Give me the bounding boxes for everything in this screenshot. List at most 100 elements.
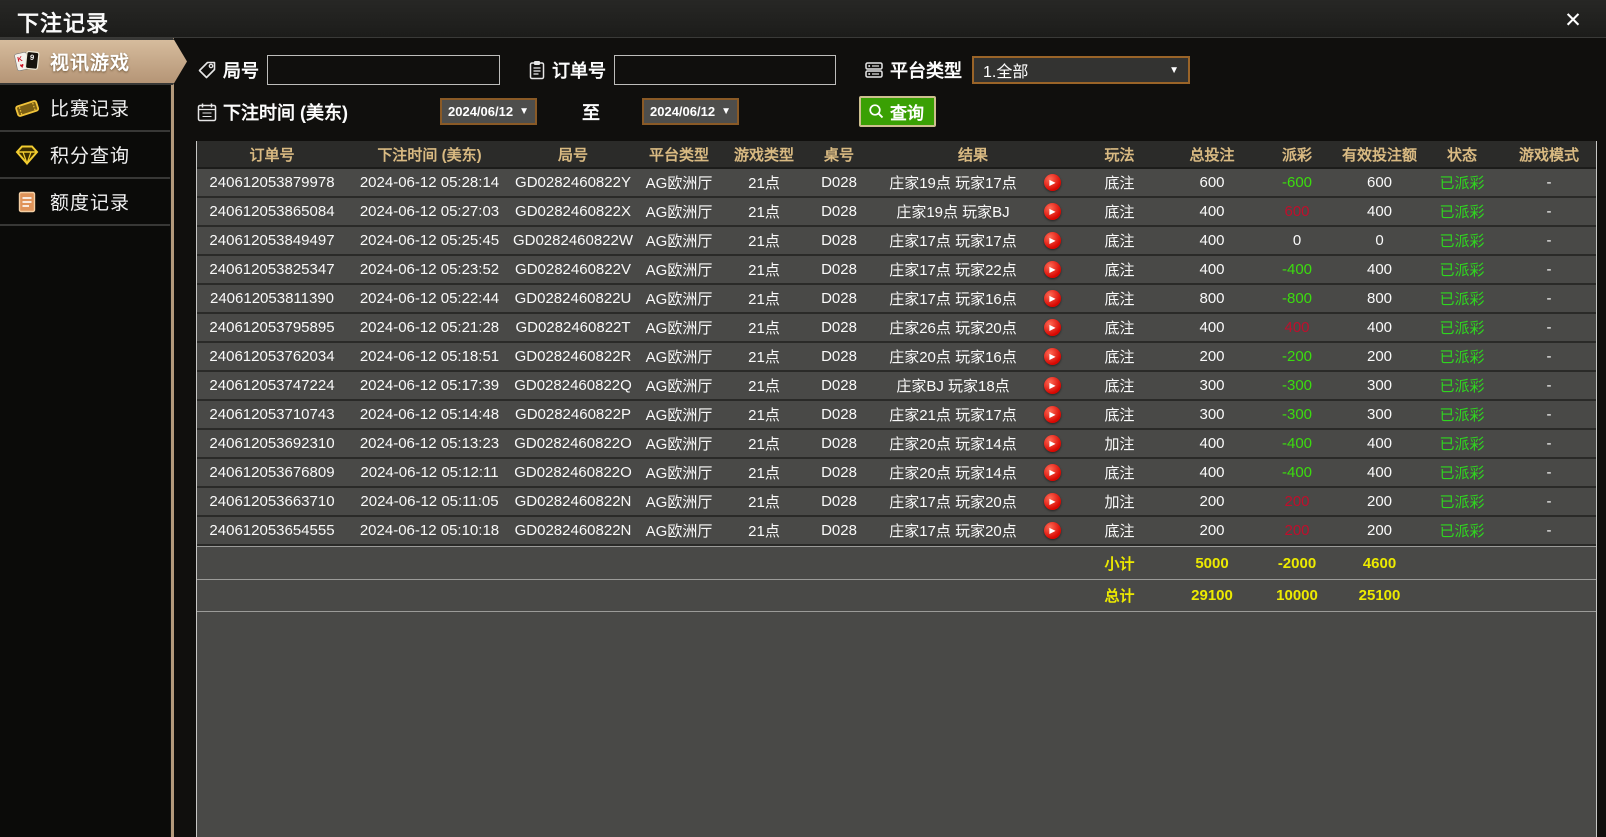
table-number-cell: D028	[821, 261, 857, 278]
search-icon	[867, 102, 886, 121]
table-row: 240612053825347 2024-06-12 05:23:52 GD02…	[197, 256, 1596, 285]
bet-time-cell: 2024-06-12 05:28:14	[359, 174, 500, 191]
chevron-down-icon: ▼	[1169, 64, 1179, 76]
round-number-input[interactable]	[267, 55, 500, 85]
platform-type-label-group: 平台类型	[863, 57, 962, 83]
sidebar-item-video-games[interactable]: K ♥ 9 视讯游戏	[0, 38, 187, 85]
game-mode-cell: -	[1546, 232, 1552, 249]
play-icon: ▶	[1049, 409, 1056, 419]
round-number-cell: GD0282460822N	[514, 522, 632, 539]
round-number-cell: GD0282460822U	[514, 290, 632, 307]
close-icon[interactable]: ✕	[1564, 9, 1582, 32]
play-type-cell: 底注	[1104, 465, 1135, 482]
date-from-select[interactable]: 2024/06/12 ▼	[440, 98, 537, 125]
result-cell: 庄家20点 玩家14点	[889, 465, 1017, 482]
main-panel: 局号 订单号	[174, 38, 1606, 837]
total-bet-cell: 300	[1199, 377, 1225, 394]
play-video-button[interactable]: ▶	[1043, 203, 1061, 220]
payout-cell: 200	[1284, 522, 1310, 539]
game-type-cell: 21点	[748, 349, 780, 366]
sidebar-item-quota-records[interactable]: 额度记录	[0, 179, 170, 226]
titlebar: 下注记录 ✕	[0, 0, 1606, 38]
play-icon: ▶	[1049, 322, 1056, 332]
play-icon: ▶	[1049, 438, 1056, 448]
status-cell: 已派彩	[1439, 436, 1485, 453]
play-icon: ▶	[1049, 177, 1056, 187]
valid-bet-cell: 200	[1366, 348, 1393, 365]
sidebar-accent-line	[171, 38, 174, 837]
play-video-button[interactable]: ▶	[1043, 493, 1061, 510]
table-header-row: 订单号 下注时间 (美东) 局号 平台类型 游戏类型 桌号 结果 玩法 总投注 派彩 有效投注额 状态…	[197, 141, 1596, 169]
play-video-button[interactable]: ▶	[1043, 435, 1061, 452]
chevron-down-icon: ▼	[519, 106, 529, 117]
payout-cell: -300	[1281, 406, 1313, 423]
play-video-button[interactable]: ▶	[1043, 406, 1061, 423]
sidebar-item-points-query[interactable]: 积分查询	[0, 132, 170, 179]
subtotal-payout: -2000	[1277, 554, 1317, 572]
table-number-cell: D028	[821, 406, 857, 423]
payout-cell: 600	[1284, 203, 1310, 220]
play-video-button[interactable]: ▶	[1043, 319, 1061, 336]
table-number-cell: D028	[821, 493, 857, 510]
play-video-button[interactable]: ▶	[1043, 174, 1061, 191]
order-number-cell: 240612053654555	[209, 522, 335, 539]
total-bet-cell: 300	[1199, 406, 1225, 423]
platform-cell: AG欧洲厅	[645, 523, 713, 540]
round-number-cell: GD0282460822Q	[514, 377, 632, 394]
status-cell: 已派彩	[1439, 262, 1485, 279]
platform-type-select[interactable]: 1.全部 ▼	[972, 56, 1190, 84]
result-cell: 庄家17点 玩家20点	[889, 494, 1017, 511]
payout-cell: -400	[1281, 435, 1313, 452]
play-video-button[interactable]: ▶	[1043, 377, 1061, 394]
order-number-input[interactable]	[614, 55, 836, 85]
table-number-cell: D028	[821, 174, 857, 191]
play-video-button[interactable]: ▶	[1043, 261, 1061, 278]
sidebar-item-match-records[interactable]: 比赛记录	[0, 85, 170, 132]
play-video-button[interactable]: ▶	[1043, 290, 1061, 307]
round-number-cell: GD0282460822X	[515, 203, 631, 220]
order-number-cell: 240612053762034	[209, 348, 335, 365]
clipboard-icon	[527, 59, 547, 81]
game-mode-cell: -	[1546, 377, 1552, 394]
platform-cell: AG欧洲厅	[645, 291, 713, 308]
platform-cell: AG欧洲厅	[645, 233, 713, 250]
filter-bar: 局号 订单号	[174, 38, 1606, 141]
play-icon: ▶	[1049, 293, 1056, 303]
order-number-cell: 240612053865084	[209, 203, 335, 220]
table-number-cell: D028	[821, 290, 857, 307]
search-button[interactable]: 查询	[859, 96, 936, 127]
table-row: 240612053811390 2024-06-12 05:22:44 GD02…	[197, 285, 1596, 314]
valid-bet-cell: 0	[1375, 232, 1384, 249]
valid-bet-cell: 300	[1366, 377, 1393, 394]
total-bet-cell: 200	[1199, 493, 1225, 510]
play-video-button[interactable]: ▶	[1043, 522, 1061, 539]
game-type-cell: 21点	[748, 320, 780, 337]
play-icon: ▶	[1049, 467, 1056, 477]
column-header: 游戏类型	[733, 146, 794, 164]
bet-time-cell: 2024-06-12 05:13:23	[359, 435, 500, 452]
play-video-button[interactable]: ▶	[1043, 232, 1061, 249]
bet-time-cell: 2024-06-12 05:12:11	[360, 464, 499, 481]
game-mode-cell: -	[1546, 493, 1552, 510]
date-to-label: 至	[582, 102, 600, 123]
order-number-cell: 240612053676809	[209, 464, 335, 481]
platform-cell: AG欧洲厅	[645, 349, 713, 366]
column-header: 玩法	[1104, 146, 1135, 164]
game-type-cell: 21点	[748, 407, 780, 424]
payout-cell: -400	[1281, 464, 1313, 481]
payout-cell: -300	[1281, 377, 1313, 394]
game-mode-cell: -	[1546, 435, 1552, 452]
bet-time-cell: 2024-06-12 05:27:03	[359, 203, 500, 220]
date-to-select[interactable]: 2024/06/12 ▼	[642, 98, 739, 125]
valid-bet-cell: 400	[1366, 319, 1393, 336]
play-video-button[interactable]: ▶	[1043, 464, 1061, 481]
round-number-cell: GD0282460822W	[512, 232, 634, 249]
page-title: 下注记录	[17, 11, 110, 36]
sidebar: K ♥ 9 视讯游戏 比赛记录	[0, 38, 170, 837]
bet-time-cell: 2024-06-12 05:25:45	[359, 232, 500, 249]
platform-cell: AG欧洲厅	[645, 465, 713, 482]
play-type-cell: 底注	[1104, 204, 1135, 221]
play-video-button[interactable]: ▶	[1043, 348, 1061, 365]
round-number-cell: GD0282460822R	[514, 348, 632, 365]
valid-bet-cell: 400	[1366, 203, 1393, 220]
